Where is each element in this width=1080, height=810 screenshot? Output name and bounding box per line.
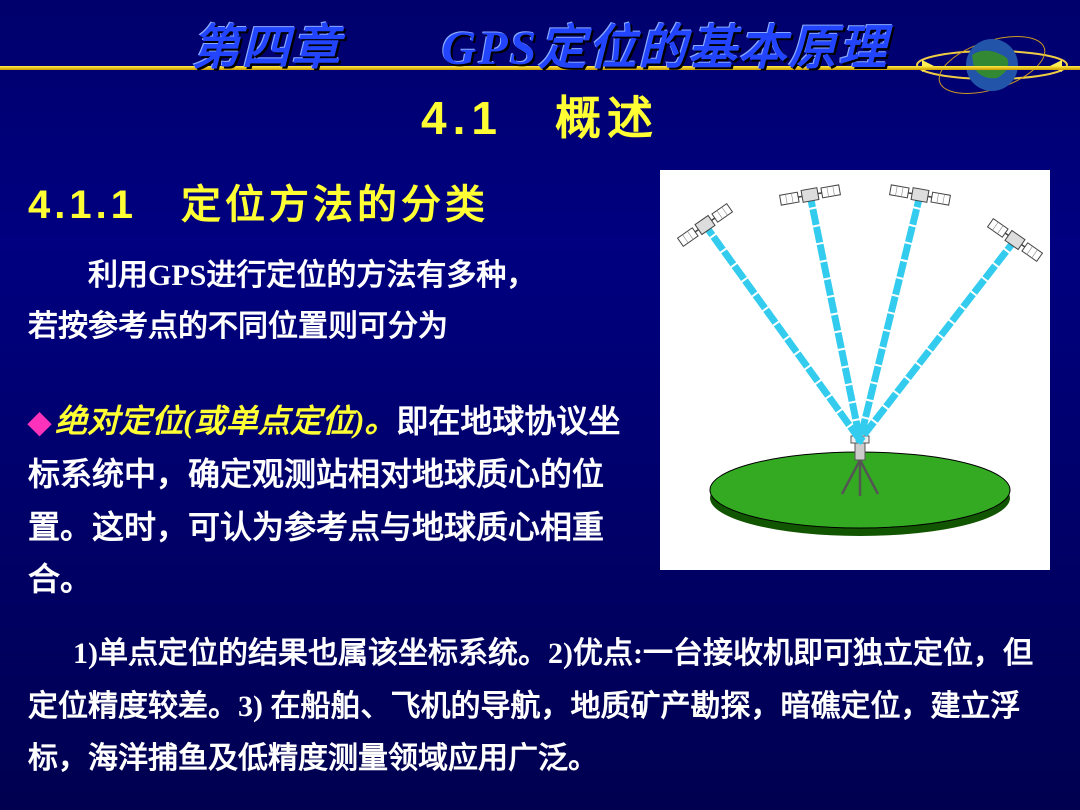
- intro-line2: 若按参考点的不同位置则可分为: [28, 310, 448, 343]
- section-title: 4.1 概述: [0, 82, 1080, 148]
- bottom-text-content: 1)单点定位的结果也属该坐标系统。2)优点:一台接收机即可独立定位，但定位精度较…: [28, 637, 1033, 775]
- bottom-paragraph: 1)单点定位的结果也属该坐标系统。2)优点:一台接收机即可独立定位，但定位精度较…: [28, 628, 1052, 786]
- subsection-title: 4.1.1 定位方法的分类: [28, 172, 489, 230]
- diamond-bullet-icon: ◆: [28, 406, 51, 439]
- gps-positioning-figure: [660, 170, 1050, 570]
- intro-paragraph: 利用GPS进行定位的方法有多种， 若按参考点的不同位置则可分为: [28, 250, 608, 352]
- bullet-heading: 绝对定位(或单点定位)。: [55, 403, 396, 439]
- bullet-paragraph: ◆绝对定位(或单点定位)。即在地球协议坐标系统中，确定观测站相对地球质心的位置。…: [28, 395, 628, 606]
- intro-line1: 利用GPS进行定位的方法有多种，: [88, 259, 536, 292]
- chapter-title: 第四章 GPS定位的基本原理: [0, 8, 1080, 78]
